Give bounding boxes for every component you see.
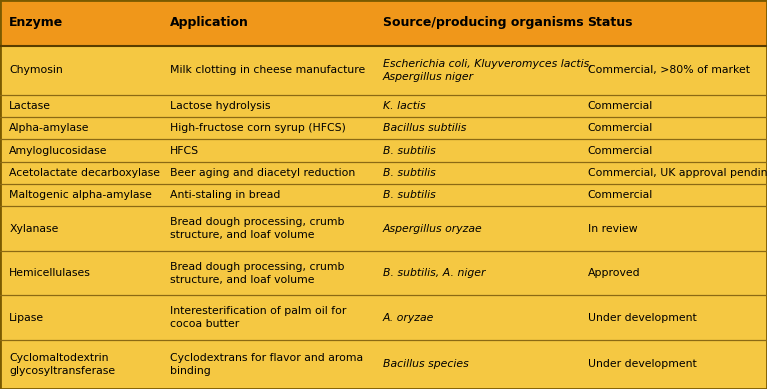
Text: Lactose hydrolysis: Lactose hydrolysis [170, 101, 271, 111]
Text: B. subtilis, A. niger: B. subtilis, A. niger [383, 268, 486, 278]
Text: Approved: Approved [588, 268, 640, 278]
Text: Lactase: Lactase [9, 101, 51, 111]
Text: Lipase: Lipase [9, 313, 44, 323]
Text: Alpha-amylase: Alpha-amylase [9, 123, 90, 133]
Text: Hemicellulases: Hemicellulases [9, 268, 91, 278]
Text: Commercial: Commercial [588, 123, 653, 133]
Text: In review: In review [588, 224, 637, 233]
Text: Amyloglucosidase: Amyloglucosidase [9, 145, 107, 156]
Text: Milk clotting in cheese manufacture: Milk clotting in cheese manufacture [170, 65, 366, 75]
Text: Cyclodextrans for flavor and aroma
binding: Cyclodextrans for flavor and aroma bindi… [170, 353, 364, 376]
Text: Interesterification of palm oil for
cocoa butter: Interesterification of palm oil for coco… [170, 306, 347, 329]
Text: High-fructose corn syrup (HFCS): High-fructose corn syrup (HFCS) [170, 123, 346, 133]
Text: B. subtilis: B. subtilis [383, 168, 436, 178]
Text: K. lactis: K. lactis [383, 101, 426, 111]
Text: A. oryzae: A. oryzae [383, 313, 434, 323]
Text: Commercial, UK approval pending: Commercial, UK approval pending [588, 168, 767, 178]
Text: Cyclomaltodextrin
glycosyltransferase: Cyclomaltodextrin glycosyltransferase [9, 353, 115, 376]
Text: Bread dough processing, crumb
structure, and loaf volume: Bread dough processing, crumb structure,… [170, 262, 345, 284]
Text: Maltogenic alpha-amylase: Maltogenic alpha-amylase [9, 190, 152, 200]
Text: Bacillus species: Bacillus species [383, 359, 469, 370]
Text: Under development: Under development [588, 313, 696, 323]
Text: Application: Application [170, 16, 249, 30]
Text: Xylanase: Xylanase [9, 224, 58, 233]
Text: Acetolactate decarboxylase: Acetolactate decarboxylase [9, 168, 160, 178]
Text: B. subtilis: B. subtilis [383, 145, 436, 156]
Bar [0, 46, 767, 389]
Text: Commercial: Commercial [588, 101, 653, 111]
Text: Commercial: Commercial [588, 190, 653, 200]
Bar [0, 0, 767, 46]
Text: Bread dough processing, crumb
structure, and loaf volume: Bread dough processing, crumb structure,… [170, 217, 345, 240]
Text: Commercial: Commercial [588, 145, 653, 156]
Text: B. subtilis: B. subtilis [383, 190, 436, 200]
Text: Status: Status [588, 16, 633, 30]
Text: Source/producing organisms: Source/producing organisms [383, 16, 584, 30]
Text: Under development: Under development [588, 359, 696, 370]
Text: Enzyme: Enzyme [9, 16, 64, 30]
Text: Aspergillus oryzae: Aspergillus oryzae [383, 224, 482, 233]
Text: Beer aging and diacetyl reduction: Beer aging and diacetyl reduction [170, 168, 356, 178]
Text: Bacillus subtilis: Bacillus subtilis [383, 123, 466, 133]
Text: HFCS: HFCS [170, 145, 199, 156]
Text: Escherichia coli, Kluyveromyces lactis,
Aspergillus niger: Escherichia coli, Kluyveromyces lactis, … [383, 59, 592, 82]
Text: Commercial, >80% of market: Commercial, >80% of market [588, 65, 749, 75]
Text: Anti-staling in bread: Anti-staling in bread [170, 190, 281, 200]
Text: Chymosin: Chymosin [9, 65, 63, 75]
